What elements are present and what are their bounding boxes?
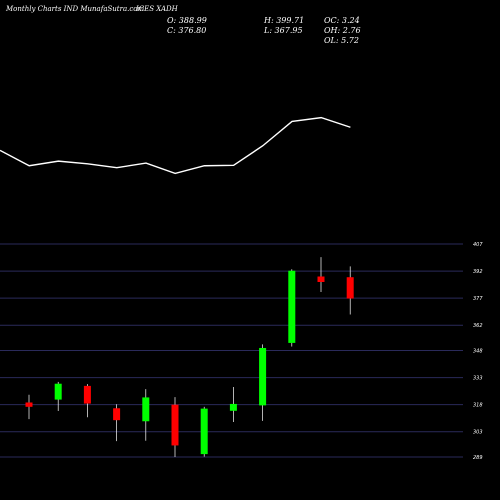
symbol-title: ICES XADH — [136, 5, 178, 13]
candle-body — [229, 403, 237, 411]
candle-body — [25, 402, 33, 407]
stat-low: L: 367.95 — [264, 26, 303, 35]
candle-body — [317, 276, 325, 282]
y-axis-ticks: 407 392 377 362 348 333 318 303 289 — [473, 242, 483, 461]
candle-body — [346, 277, 354, 299]
stat-open: O: 388.99 — [167, 16, 207, 25]
candle-body — [171, 404, 179, 446]
y-tick-label: 377 — [473, 296, 483, 302]
stat-oc: OC: 3.24 — [324, 16, 360, 25]
price-grid — [0, 243, 463, 458]
candle-body — [142, 397, 150, 422]
candle-body — [54, 383, 62, 400]
y-tick-label: 318 — [473, 403, 483, 409]
y-tick-label: 303 — [473, 430, 483, 436]
overlay-line-panel — [0, 116, 351, 175]
y-tick-label: 289 — [473, 455, 483, 461]
candle-body — [200, 408, 208, 455]
y-tick-label: 348 — [473, 349, 483, 355]
y-tick-label: 392 — [473, 269, 483, 275]
candle-body — [288, 270, 296, 343]
y-tick-label: 407 — [473, 242, 483, 248]
candle-body — [113, 408, 121, 421]
overlay-series-line — [0, 116, 351, 175]
stat-oh: OH: 2.76 — [324, 26, 361, 35]
brand-title: Monthly Charts IND MunafaSutra.com — [6, 5, 145, 13]
candle-body — [259, 347, 267, 406]
stat-ol: OL: 5.72 — [324, 36, 359, 45]
candles — [25, 257, 354, 457]
y-tick-label: 362 — [473, 323, 483, 329]
candle-body — [83, 385, 91, 404]
stat-high: H: 399.71 — [264, 16, 305, 25]
y-tick-label: 333 — [473, 376, 483, 382]
stat-close: C: 376.80 — [167, 26, 207, 35]
